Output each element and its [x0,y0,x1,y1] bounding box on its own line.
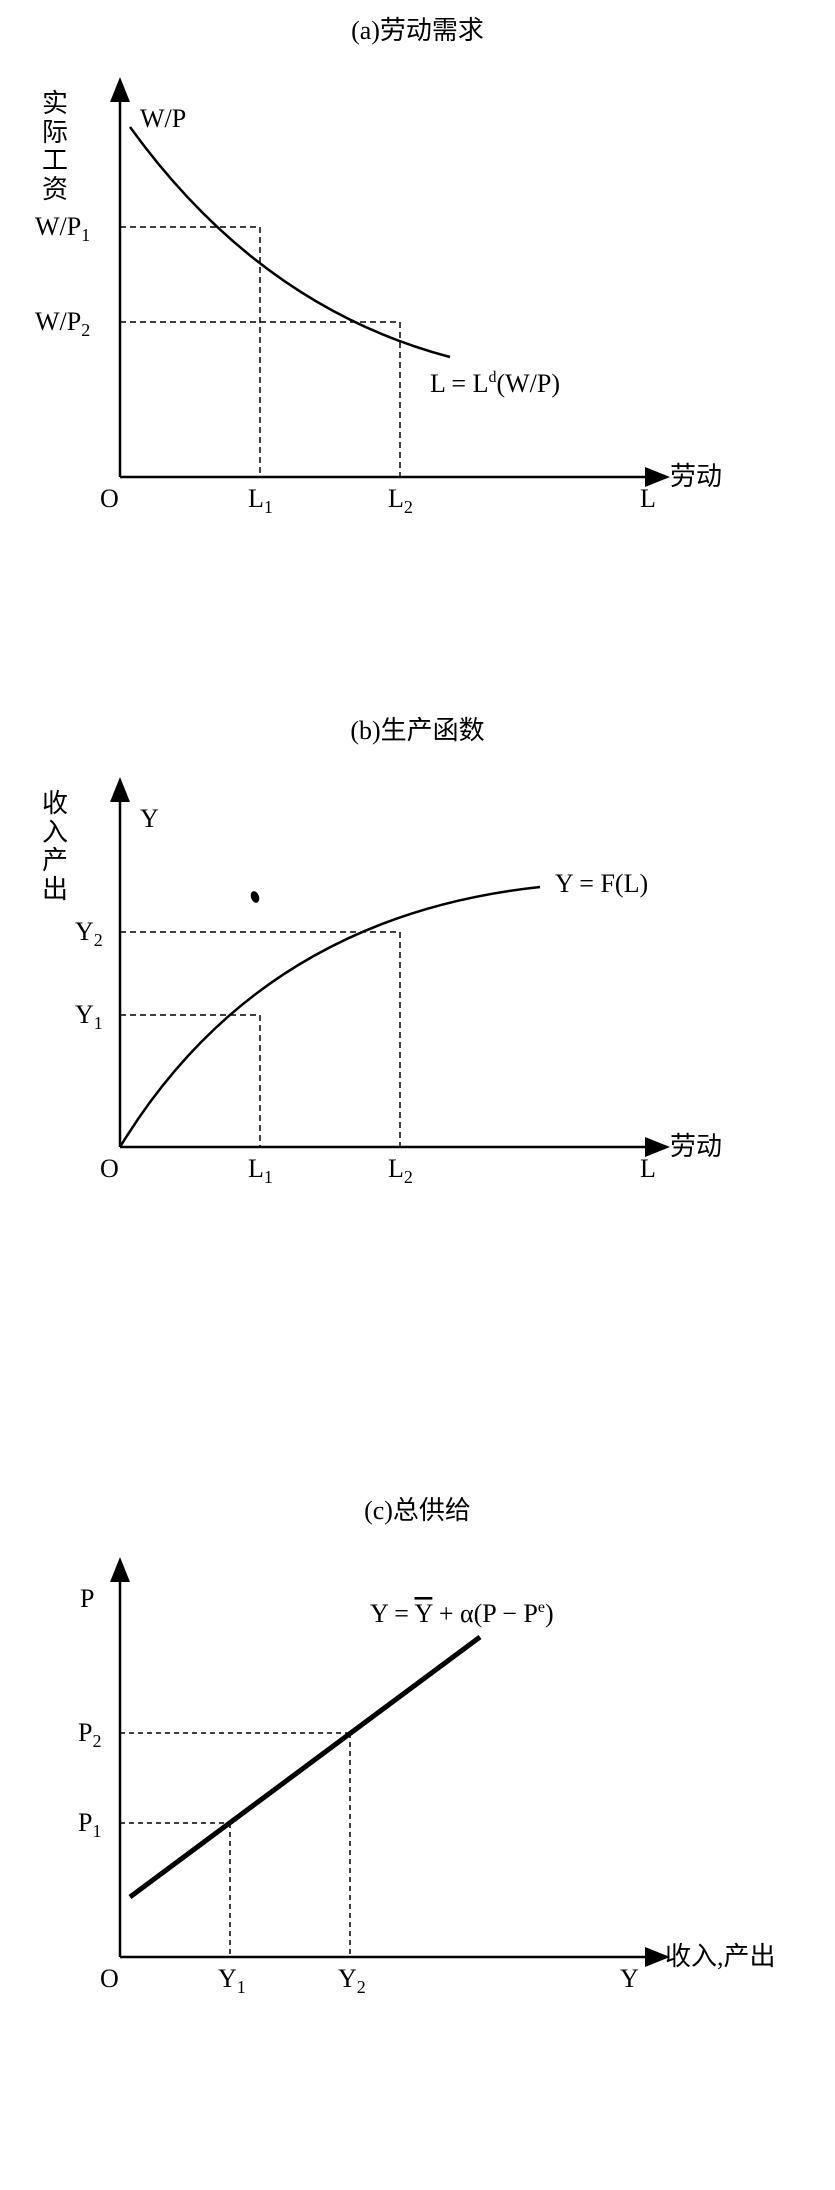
panel-b-ytick-y1: Y1 [75,1000,103,1033]
panel-b-x-axis-label: 劳动 [670,1132,722,1161]
panel-b-xtick2: L2 [388,1154,413,1187]
panel-c-ytick-p1: P1 [78,1808,101,1841]
panel-b-y-top-label: Y [140,804,159,833]
panel-c-y-axis-label: P [80,1584,94,1613]
panel-b-title: (b)生产函数 [0,710,835,747]
panel-a-x-axis-label: 劳动 [670,462,722,491]
panel-c-xtick2: Y2 [338,1964,366,1997]
panel-b-svg: Y Y2 Y1 O L1 L2 L Y = F(L) 劳动 [0,747,835,1267]
panel-a-xtick1: L1 [248,484,273,517]
panel-a-ytick2: W/P2 [35,307,90,340]
panel-c-line [130,1637,480,1897]
panel-c-svg: P P2 P1 O Y1 Y2 Y Y = Y + α(P − Pe) 收入,产… [0,1527,835,2067]
panel-a-xtick2: L2 [388,484,413,517]
panel-c-curve-label: Y = Y + α(P − Pe) [370,1599,554,1628]
panel-b-curve [120,887,540,1147]
panel-b: (b)生产函数 Y Y2 Y1 O [0,620,835,1370]
panel-b-stray-mark [249,890,261,904]
panel-a-curve-label: L = Ld(W/P) [430,369,560,398]
panel-b-xtick1: L1 [248,1154,273,1187]
panel-a-ytick1: W/P1 [35,212,90,245]
panel-c-title: (c)总供给 [0,1490,835,1527]
panel-a-title: (a)劳动需求 [0,10,835,47]
panel-b-ytick-y2: Y2 [75,917,103,950]
panel-a-y-top-label: W/P [140,104,186,133]
panel-b-y-axis-label: 收入产出 [42,790,68,904]
panel-a: (a)劳动需求 W/P W/P1 W/P2 [0,0,835,620]
panel-c-xtick1: Y1 [218,1964,246,1997]
panel-a-svg: W/P W/P1 W/P2 O L1 L2 L L = Ld(W/P) 劳动 [0,47,835,607]
panel-a-x-end: L [640,484,656,513]
panel-c: (c)总供给 P P2 P1 O Y [0,1370,835,2190]
panel-c-origin: O [100,1964,119,1993]
panel-c-x-axis-label: 收入,产出 [665,1942,776,1971]
panel-a-origin: O [100,484,119,513]
panel-c-x-end: Y [620,1964,639,1993]
panel-c-ytick-p2: P2 [78,1718,101,1751]
panel-a-y-axis-label: 实际工资 [42,90,68,204]
page: (a)劳动需求 W/P W/P1 W/P2 [0,0,835,2190]
panel-b-origin: O [100,1154,119,1183]
panel-b-curve-label: Y = F(L) [555,869,648,898]
panel-b-x-end: L [640,1154,656,1183]
